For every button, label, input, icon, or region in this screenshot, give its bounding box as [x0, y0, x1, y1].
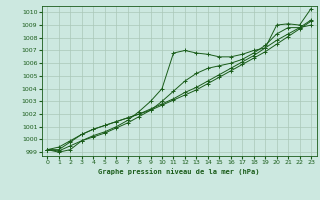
X-axis label: Graphe pression niveau de la mer (hPa): Graphe pression niveau de la mer (hPa) [99, 168, 260, 175]
